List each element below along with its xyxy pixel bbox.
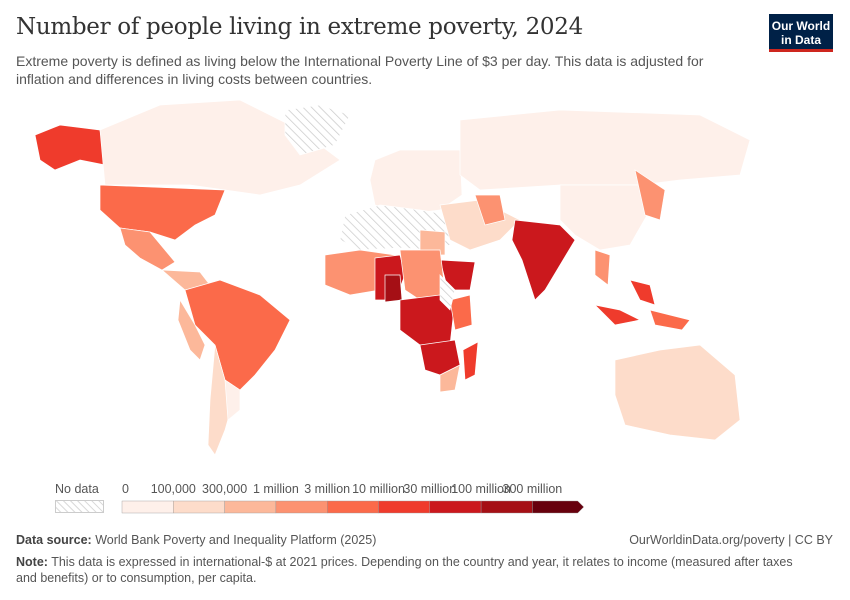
country-region[interactable] <box>459 109 751 191</box>
logo-line2: in Data <box>780 33 821 47</box>
no-data-swatch <box>55 500 104 513</box>
no-data-label: No data <box>55 482 99 496</box>
country-region[interactable] <box>177 298 206 361</box>
legend-bin-5 <box>378 500 430 514</box>
country-region[interactable] <box>634 169 666 221</box>
logo-line1: Our World <box>771 19 831 33</box>
legend-bin-2 <box>224 500 277 514</box>
country-region[interactable] <box>649 309 691 331</box>
source-text: World Bank Poverty and Inequality Platfo… <box>95 533 377 547</box>
legend-tick-label: 3 million <box>304 482 351 496</box>
country-region[interactable] <box>224 379 241 421</box>
country-region[interactable] <box>629 279 656 306</box>
country-region[interactable] <box>474 194 506 226</box>
legend-color-bar <box>121 500 584 514</box>
owid-logo[interactable]: Our World in Data <box>769 14 833 52</box>
chart-title: Number of people living in extreme pover… <box>16 14 583 40</box>
legend-tick-label: 10 million <box>352 482 405 496</box>
country-region[interactable] <box>439 364 461 393</box>
legend-tick-label: 300,000 <box>202 482 248 496</box>
legend-tick-label: 100 million <box>451 482 511 496</box>
country-region[interactable] <box>511 219 576 301</box>
country-region[interactable] <box>594 249 611 286</box>
legend-tick-label: 100,000 <box>150 482 196 496</box>
legend-bin-4 <box>327 500 379 514</box>
country-region[interactable] <box>284 104 351 156</box>
country-region[interactable] <box>593 304 642 326</box>
legend-bin-0 <box>121 500 174 514</box>
legend-tick-label: 1 million <box>252 482 299 496</box>
country-region[interactable] <box>119 227 176 271</box>
country-region[interactable] <box>369 149 463 216</box>
legend-tick-label: 30 million <box>403 482 457 496</box>
data-source: Data source: World Bank Poverty and Ineq… <box>16 533 376 547</box>
legend-bin-6 <box>429 500 482 514</box>
legend-bin-7 <box>480 500 533 514</box>
country-region[interactable] <box>439 274 456 311</box>
legend-tick-label: 0 <box>122 482 129 496</box>
note-text: This data is expressed in international-… <box>16 555 793 585</box>
country-region[interactable] <box>614 344 741 441</box>
source-label: Data source: <box>16 533 92 547</box>
source-url-link[interactable]: OurWorldinData.org/poverty | CC BY <box>629 533 833 547</box>
legend-tick-label: 300 million <box>502 482 563 496</box>
legend-bin-1 <box>173 500 225 514</box>
note-label: Note: <box>16 555 48 569</box>
country-region[interactable] <box>184 279 291 391</box>
legend-bin-8 <box>532 500 584 514</box>
country-region[interactable] <box>384 274 403 303</box>
country-region[interactable] <box>99 100 341 196</box>
country-region[interactable] <box>449 294 473 331</box>
country-region[interactable] <box>462 341 479 381</box>
country-region[interactable] <box>419 229 446 256</box>
country-region[interactable] <box>399 249 446 301</box>
country-region[interactable] <box>34 124 106 171</box>
chart-subtitle: Extreme poverty is defined as living bel… <box>16 53 704 87</box>
world-map[interactable] <box>0 100 850 475</box>
footnote: Note: This data is expressed in internat… <box>16 554 816 586</box>
country-region[interactable] <box>99 184 226 241</box>
legend-bin-3 <box>275 500 328 514</box>
